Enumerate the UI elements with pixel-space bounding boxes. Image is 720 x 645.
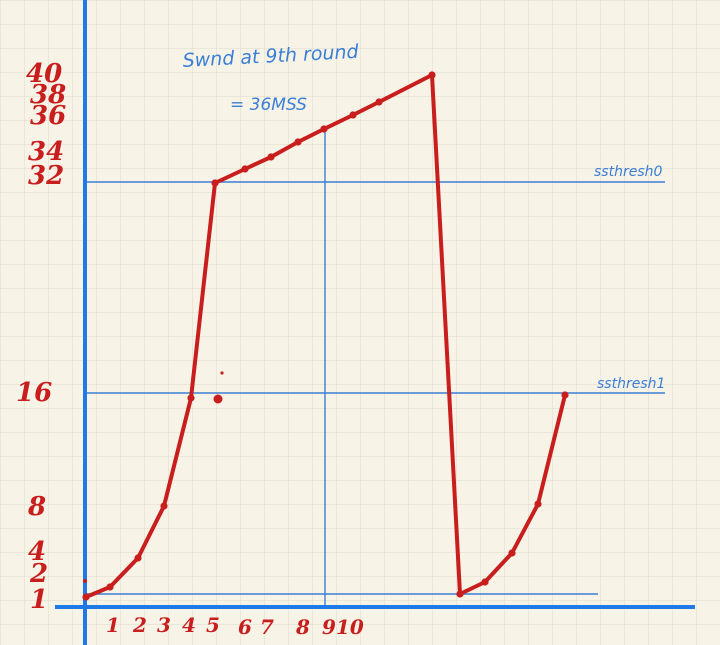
x-label-9: 9 [322,615,336,639]
x-label-2: 2 [132,613,147,637]
stray-speck-axis [83,579,87,583]
cwnd-point-4 [187,394,195,402]
cwnd-point-11 [375,98,383,106]
y-label-34: 34 [28,137,64,167]
cwnd-point-8 [294,138,302,146]
cwnd-point-9 [320,125,328,133]
x-label-6: 6 [238,615,252,639]
cwnd-point-10 [349,111,357,119]
cwnd-point-1 [106,583,114,591]
cwnd-point-17 [561,391,569,399]
y-label-4: 4 [28,537,46,567]
cwnd-point-15 [508,549,516,557]
x-label-7: 7 [260,615,274,639]
y-label-8: 8 [27,492,46,522]
x-label-3: 3 [157,613,171,637]
y-label-40: 40 [26,59,62,89]
cwnd-point-0 [82,593,90,601]
x-label-5: 5 [206,613,220,637]
cwnd-point-2 [134,554,142,562]
y-label-2: 2 [29,559,48,589]
annotation-mss: = 36MSS [230,95,307,115]
x-label-8: 8 [295,615,310,639]
y-label-1: 1 [30,585,48,615]
cwnd-point-13 [456,590,464,598]
cwnd-point-6 [241,165,249,173]
stray-dot [213,394,223,404]
y-label-32: 32 [28,161,64,191]
cwnd-curve [84,73,567,599]
cwnd-point-7 [267,153,275,161]
y-label-38: 38 [30,80,66,110]
cwnd-point-16 [534,500,542,508]
y-label-36: 36 [30,101,66,131]
x-label-1: 1 [106,613,120,637]
x-label-4: 4 [182,613,196,637]
label-ssthresh-upper: ssthresh0 [594,164,662,180]
x-label-10: 10 [336,615,364,639]
stray-speck [220,371,224,375]
cwnd-point-14 [481,578,489,586]
label-ssthresh-lower: ssthresh1 [597,376,665,392]
cwnd-point-3 [160,502,168,510]
cwnd-points [82,71,569,601]
y-label-16: 16 [16,378,52,408]
cwnd-point-12 [428,71,436,79]
cwnd-point-5 [211,179,219,187]
